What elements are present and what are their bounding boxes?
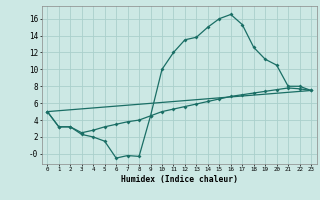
X-axis label: Humidex (Indice chaleur): Humidex (Indice chaleur) [121, 175, 238, 184]
